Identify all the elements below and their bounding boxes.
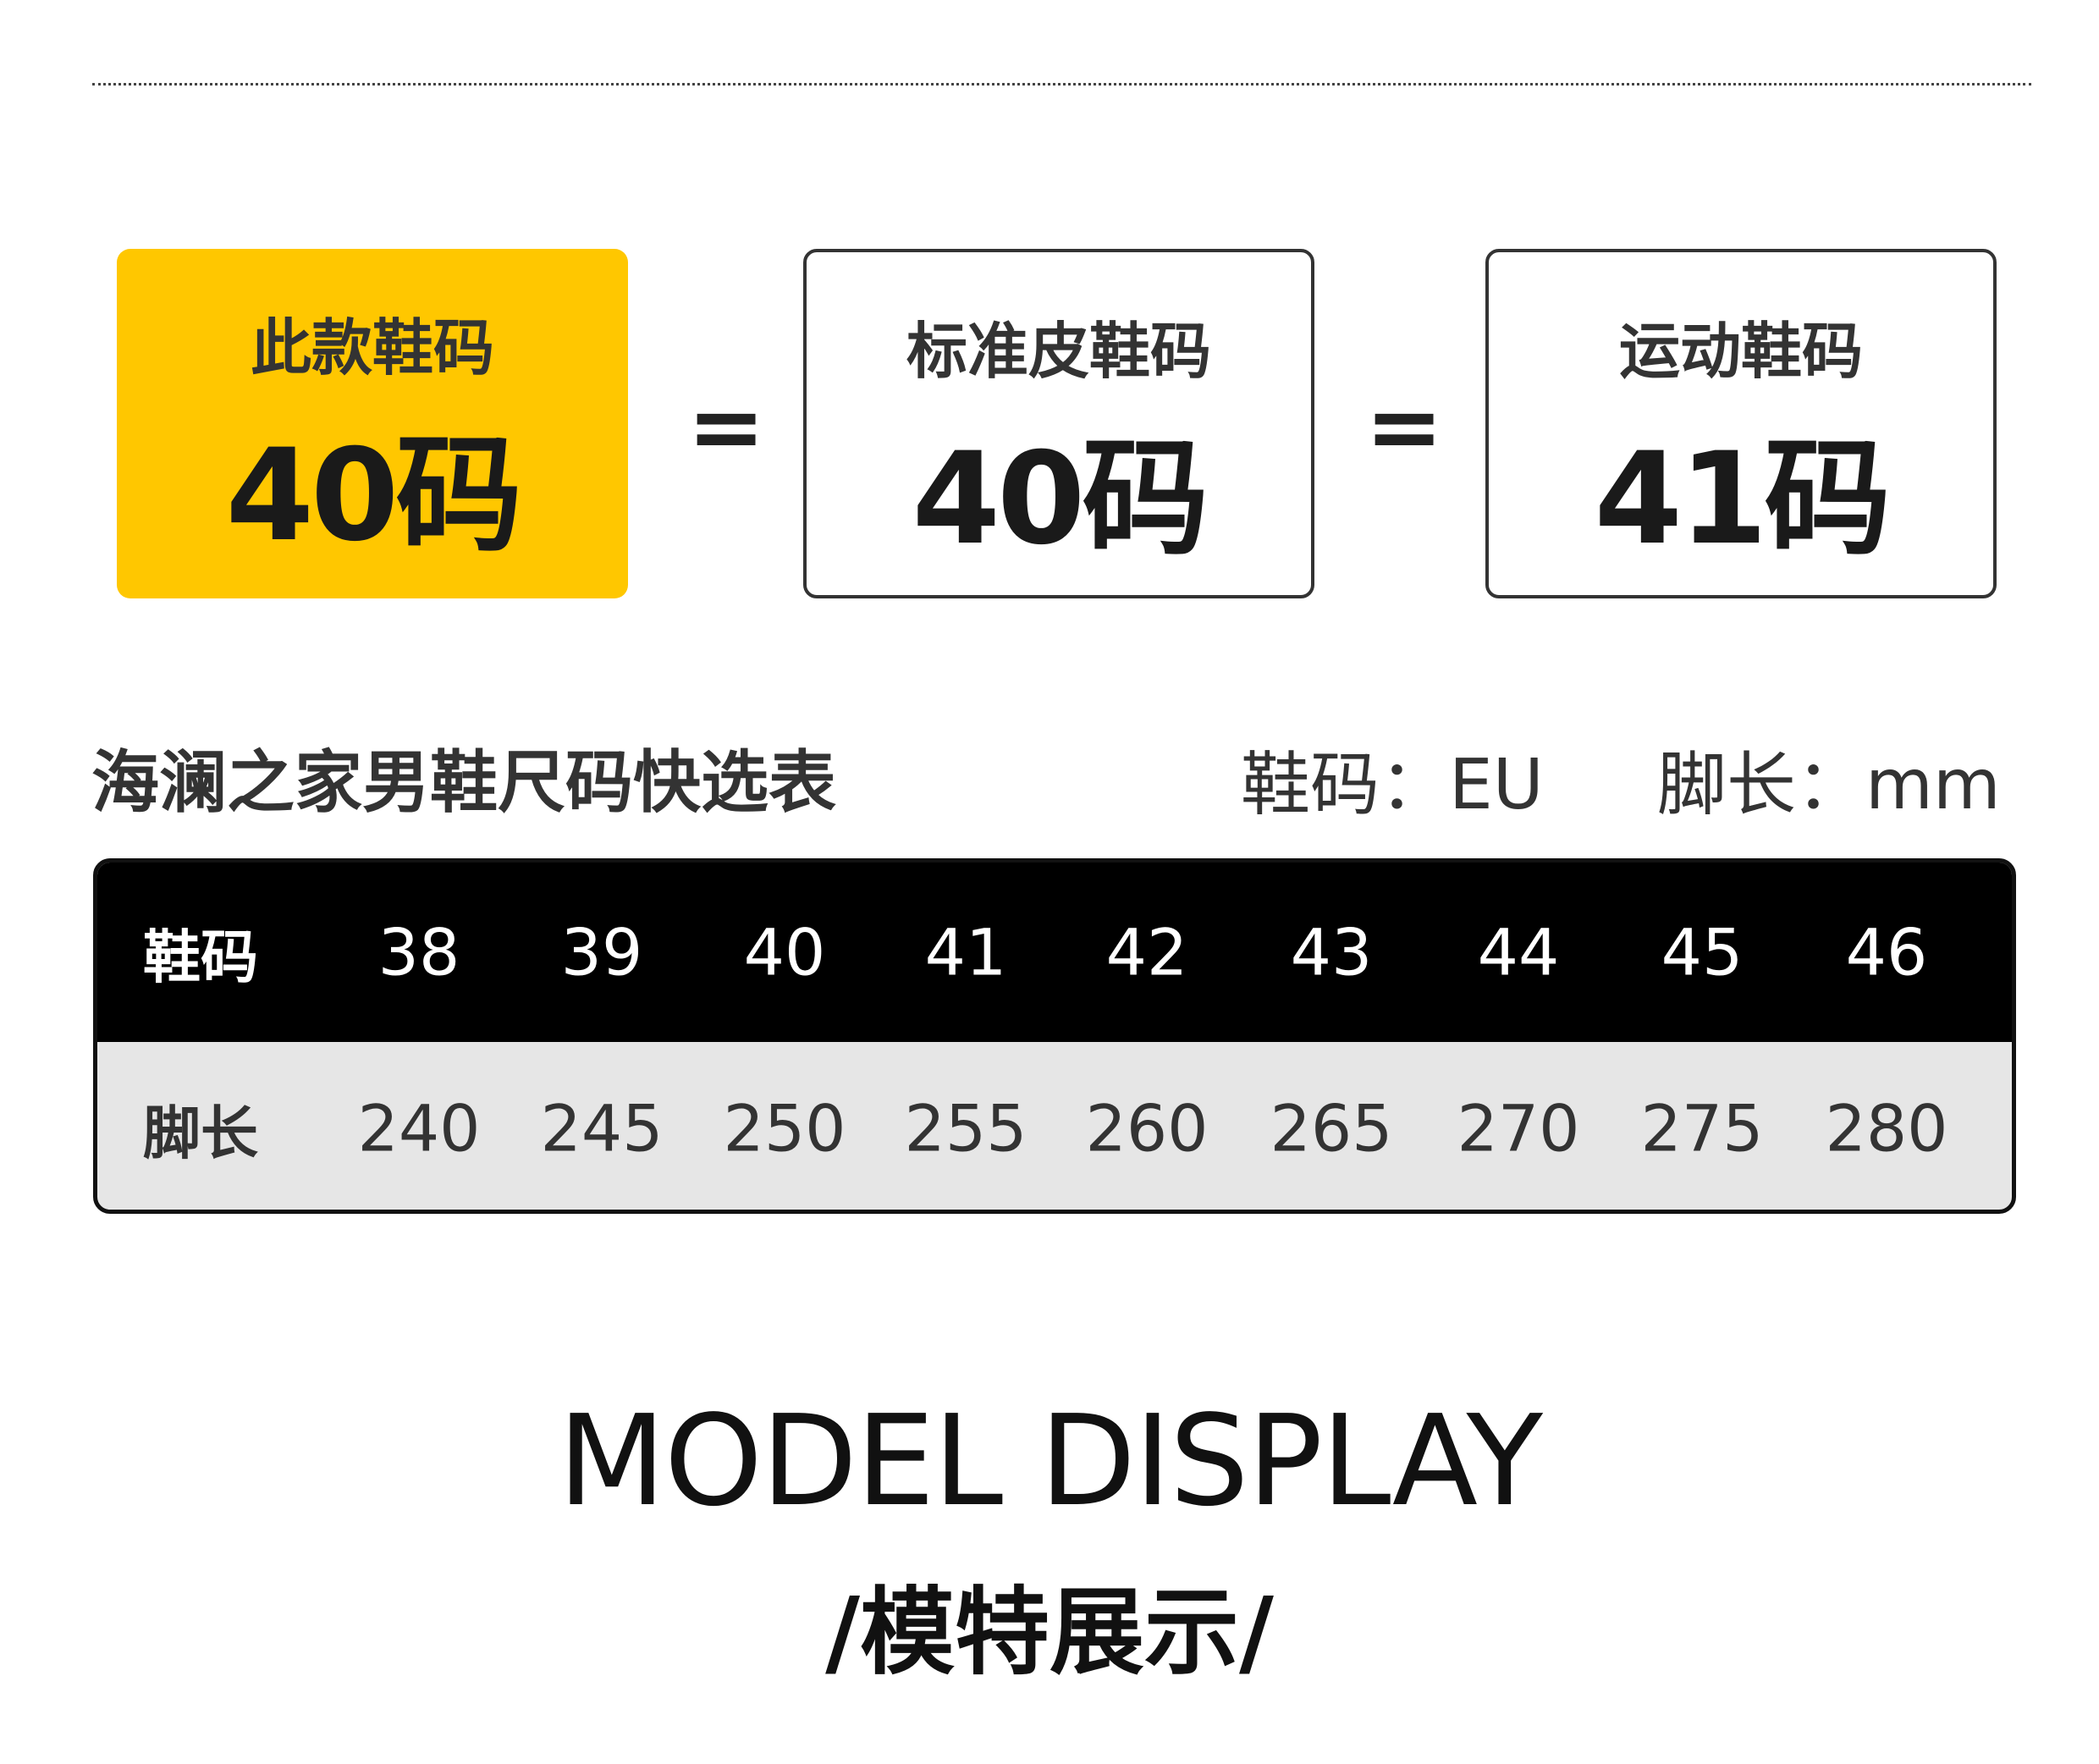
table-cell: 250 bbox=[723, 1090, 846, 1166]
standard-leather-size-label: 标准皮鞋码 bbox=[906, 316, 1211, 387]
table-cell: 44 bbox=[1477, 914, 1560, 990]
equals-sign: = bbox=[1365, 372, 1444, 481]
table-row-foot-length: 脚长 240 245 250 255 260 265 270 275 280 bbox=[97, 1042, 2012, 1210]
table-cell: 46 bbox=[1845, 914, 1928, 990]
model-display-subtitle: /模特展示/ bbox=[825, 1578, 1274, 1688]
length-unit: 脚长：mm bbox=[1657, 745, 2001, 825]
table-cell: 265 bbox=[1270, 1090, 1393, 1166]
this-model-size-box: 此款鞋码 40码 bbox=[117, 249, 628, 598]
table-cell: 245 bbox=[540, 1090, 664, 1166]
table-cell: 38 bbox=[377, 914, 460, 990]
standard-leather-size-box: 标准皮鞋码 40码 bbox=[803, 249, 1314, 598]
sports-size-value: 41码 bbox=[1594, 426, 1892, 573]
table-cell: 43 bbox=[1290, 914, 1373, 990]
row-label: 脚长 bbox=[142, 1100, 259, 1167]
table-row-size: 鞋码 38 39 40 41 42 43 44 45 46 bbox=[97, 863, 2012, 1042]
this-model-size-label: 此款鞋码 bbox=[250, 312, 494, 383]
row-label: 鞋码 bbox=[142, 924, 259, 992]
model-display-title: MODEL DISPLAY bbox=[558, 1388, 1543, 1534]
table-cell: 41 bbox=[924, 914, 1007, 990]
table-cell: 260 bbox=[1085, 1090, 1209, 1166]
dotted-divider bbox=[92, 83, 2031, 85]
table-cell: 42 bbox=[1105, 914, 1188, 990]
size-table: 鞋码 38 39 40 41 42 43 44 45 46 脚长 240 245 250 255 260 26… bbox=[93, 858, 2016, 1214]
table-cell: 270 bbox=[1457, 1090, 1580, 1166]
size-unit: 鞋码：EU bbox=[1241, 745, 1544, 825]
standard-leather-size-value: 40码 bbox=[912, 426, 1209, 573]
table-cell: 255 bbox=[904, 1090, 1027, 1166]
equals-sign: = bbox=[687, 372, 766, 481]
table-cell: 39 bbox=[560, 914, 643, 990]
sports-size-box: 运动鞋码 41码 bbox=[1485, 249, 1997, 598]
table-cell: 240 bbox=[357, 1090, 481, 1166]
size-table-title: 海澜之家男鞋尺码快选表 bbox=[91, 743, 836, 822]
table-cell: 45 bbox=[1661, 914, 1744, 990]
table-cell: 275 bbox=[1640, 1090, 1764, 1166]
this-model-size-value: 40码 bbox=[225, 422, 523, 570]
table-cell: 40 bbox=[743, 914, 826, 990]
table-cell: 280 bbox=[1825, 1090, 1948, 1166]
sports-size-label: 运动鞋码 bbox=[1618, 316, 1863, 387]
